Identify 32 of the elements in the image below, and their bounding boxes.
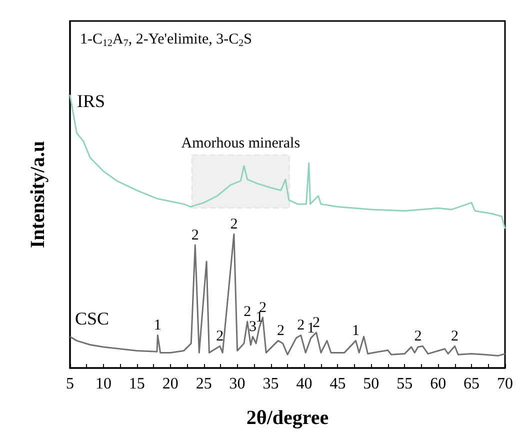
annotation: 2 — [244, 304, 252, 320]
x-axis-title: 2θ/degree — [246, 407, 329, 429]
series-label: IRS — [77, 90, 106, 111]
x-tick-label: 30 — [229, 376, 246, 392]
x-tick-label: 15 — [128, 376, 145, 392]
x-tick-label: 55 — [396, 376, 413, 392]
annotation: 2 — [277, 323, 285, 340]
annotation: 1 — [307, 320, 315, 336]
x-tick-label: 35 — [262, 376, 279, 392]
x-tick-label: 45 — [330, 376, 346, 392]
annotation: 2 — [312, 314, 320, 331]
annotation: 2 — [297, 318, 305, 334]
annotation: 2 — [451, 328, 459, 345]
y-axis-title: Intensity/a.u — [27, 140, 49, 248]
annotation: 2 — [230, 216, 238, 233]
band-label: Amorhous minerals — [181, 136, 300, 152]
annotation: 3 — [248, 319, 256, 336]
x-tick-label: 65 — [464, 376, 480, 392]
series-label: CSC — [74, 308, 110, 329]
x-tick-label: 60 — [430, 376, 446, 392]
x-tick-label: 40 — [296, 376, 312, 392]
x-tick-label: 70 — [497, 376, 513, 392]
annotation: 1 — [352, 323, 360, 340]
annotation: 1 — [154, 318, 162, 334]
x-tick-label: 5 — [66, 376, 74, 392]
annotation: 2 — [191, 228, 199, 244]
x-tick-label: 25 — [196, 376, 212, 392]
x-tick-label: 10 — [95, 376, 112, 392]
annotation: 2 — [216, 328, 224, 345]
x-tick-label: 20 — [162, 376, 178, 392]
x-tick-label: 50 — [363, 376, 380, 392]
annotation: 2 — [414, 328, 422, 345]
